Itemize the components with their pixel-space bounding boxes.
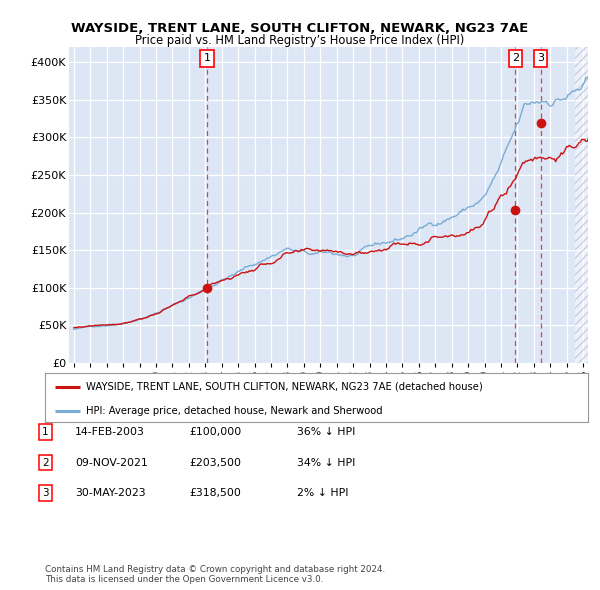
Text: 2: 2 (42, 458, 49, 467)
Text: WAYSIDE, TRENT LANE, SOUTH CLIFTON, NEWARK, NG23 7AE (detached house): WAYSIDE, TRENT LANE, SOUTH CLIFTON, NEWA… (86, 382, 482, 392)
Text: £318,500: £318,500 (189, 489, 241, 498)
Text: 2: 2 (512, 54, 519, 64)
Text: £203,500: £203,500 (189, 458, 241, 467)
Text: HPI: Average price, detached house, Newark and Sherwood: HPI: Average price, detached house, Newa… (86, 406, 382, 416)
Text: 3: 3 (537, 54, 544, 64)
Text: 34% ↓ HPI: 34% ↓ HPI (297, 458, 355, 467)
Text: 36% ↓ HPI: 36% ↓ HPI (297, 427, 355, 437)
Text: 1: 1 (42, 427, 49, 437)
Text: 1: 1 (203, 54, 211, 64)
Text: WAYSIDE, TRENT LANE, SOUTH CLIFTON, NEWARK, NG23 7AE: WAYSIDE, TRENT LANE, SOUTH CLIFTON, NEWA… (71, 22, 529, 35)
Text: 30-MAY-2023: 30-MAY-2023 (75, 489, 146, 498)
Text: 2% ↓ HPI: 2% ↓ HPI (297, 489, 349, 498)
Bar (575, 47, 588, 363)
Text: 3: 3 (42, 489, 49, 498)
Text: £100,000: £100,000 (189, 427, 241, 437)
Text: 14-FEB-2003: 14-FEB-2003 (75, 427, 145, 437)
Text: Contains HM Land Registry data © Crown copyright and database right 2024.
This d: Contains HM Land Registry data © Crown c… (45, 565, 385, 584)
Text: Price paid vs. HM Land Registry’s House Price Index (HPI): Price paid vs. HM Land Registry’s House … (136, 34, 464, 47)
Text: 09-NOV-2021: 09-NOV-2021 (75, 458, 148, 467)
